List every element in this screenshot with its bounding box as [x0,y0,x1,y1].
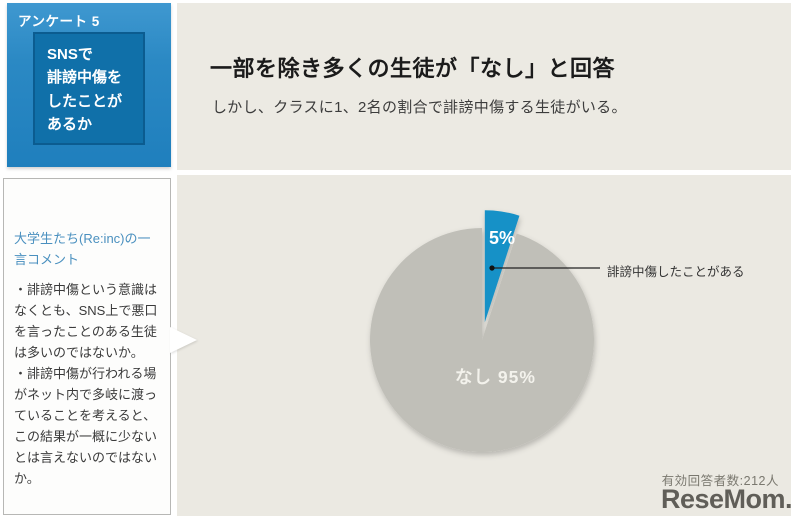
slice-value-label: 5% [489,228,515,248]
comment-bullet: ・誹謗中傷という意識はなくとも、SNS上で悪口を言ったことのある生徒は多いのでは… [14,281,158,360]
pie-slice-experienced [484,210,520,323]
comment-bullet: ・誹謗中傷が行われる場がネット内で多岐に渡っていることを考えると、この結果が一概… [14,365,158,487]
survey-question: SNSで 誹謗中傷を したことが あるか [33,32,145,145]
callout-label: 誹謗中傷したことがある [607,265,745,279]
chart-footnote: 有効回答者数:212人 [661,474,779,488]
callout-dot [489,265,495,271]
pie-chart: 5% なし 95% [370,210,600,453]
survey-badge-label: アンケート 5 [18,14,100,29]
arrow-pointer-icon [170,327,197,353]
resemom-logo: ReseMom. [660,484,793,514]
survey-badge: アンケート 5 SNSで 誹謗中傷を したことが あるか [7,3,171,167]
page-title: 一部を除き多くの生徒が「なし」と回答 [210,56,616,81]
chart-panel: 5% なし 95% 誹謗中傷したことがある 有効回答者数:212人 [177,175,791,516]
pie-slice-none [370,228,595,453]
comment-panel: 大学生たち(Re:inc)の一言コメント ・誹謗中傷という意識はなくとも、SNS… [3,178,171,515]
comment-heading: 大学生たち(Re:inc)の一言コメント [14,231,151,267]
slice-none-label: なし 95% [455,367,536,387]
header-panel: 一部を除き多くの生徒が「なし」と回答 しかし、クラスに1、2名の割合で誹謗中傷す… [177,3,791,170]
page-subtitle: しかし、クラスに1、2名の割合で誹謗中傷する生徒がいる。 [212,99,627,116]
